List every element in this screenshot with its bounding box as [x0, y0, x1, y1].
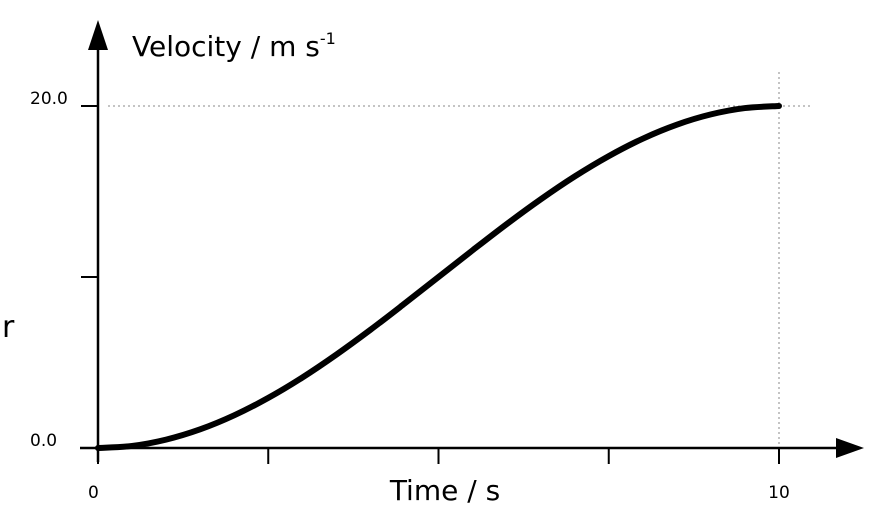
- y-tick-label: 0.0: [30, 431, 57, 451]
- y-axis-title: Velocity / m s-1: [132, 29, 336, 63]
- x-tick-label: 10: [768, 483, 790, 503]
- left-edge-text-fragment: r: [2, 310, 15, 345]
- tick-labels: 0 10 0.0 20.0: [30, 89, 790, 503]
- x-axis-title: Time / s: [389, 474, 500, 507]
- velocity-curve: [95, 103, 782, 451]
- axes: [80, 20, 864, 462]
- x-axis-arrow: [836, 438, 864, 458]
- y-axis-arrow: [88, 20, 108, 50]
- reference-lines: [108, 72, 812, 448]
- y-tick-label: 20.0: [30, 89, 68, 109]
- x-tick-label: 0: [88, 483, 99, 503]
- series-group: [95, 103, 782, 451]
